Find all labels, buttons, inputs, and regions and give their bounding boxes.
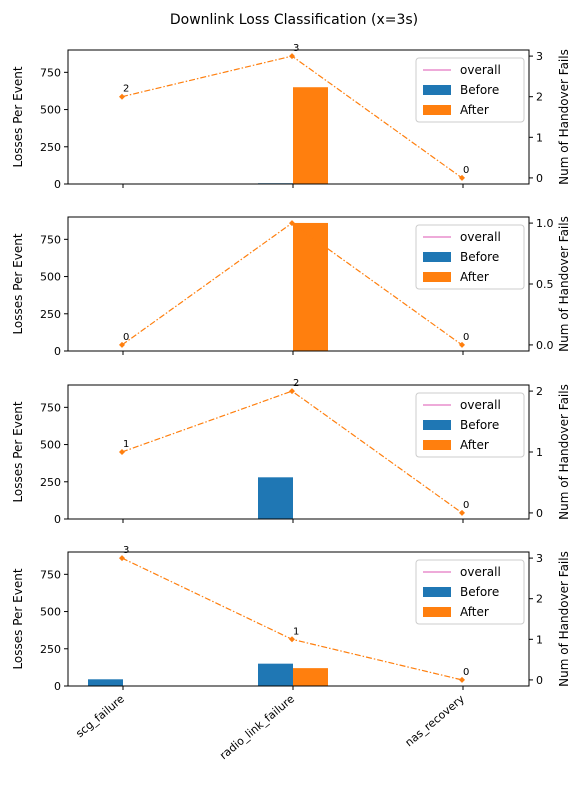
bar-before-radio_link_failure — [258, 663, 293, 686]
legend-swatch-before — [423, 85, 451, 95]
handover-fails-label: 1 — [123, 439, 129, 450]
y-right-tick-label: 0 — [536, 172, 543, 185]
y-left-tick-label: 0 — [54, 345, 61, 358]
x-category-label: scg_failure — [73, 692, 127, 740]
legend-label-after: After — [460, 438, 489, 452]
y-left-axis-label: Losses Per Event — [11, 568, 25, 669]
y-right-axis-label: Num of Handover Fails — [557, 49, 571, 185]
y-left-axis-label: Losses Per Event — [11, 401, 25, 502]
bar-before-scg_failure — [88, 679, 123, 686]
y-right-tick-label: 2 — [536, 385, 543, 398]
legend-label-overall: overall — [460, 398, 501, 412]
y-left-axis-label: Losses Per Event — [11, 233, 25, 334]
legend-label-overall: overall — [460, 230, 501, 244]
legend-label-after: After — [460, 270, 489, 284]
chart-title: Downlink Loss Classification (x=3s) — [170, 12, 418, 28]
legend-label-before: Before — [460, 418, 499, 432]
legend-swatch-before — [423, 587, 451, 597]
handover-fails-label: 0 — [123, 332, 129, 343]
bar-after-radio_link_failure — [293, 87, 328, 184]
y-left-tick-label: 750 — [40, 233, 61, 246]
handover-fails-marker — [459, 676, 465, 683]
handover-fails-label: 3 — [123, 545, 129, 556]
y-right-tick-label: 1 — [536, 446, 543, 459]
y-right-tick-label: 1 — [536, 633, 543, 646]
y-left-tick-label: 0 — [54, 178, 61, 191]
y-right-tick-label: 0 — [536, 507, 543, 520]
y-left-tick-label: 250 — [40, 308, 61, 321]
y-left-tick-label: 750 — [40, 66, 61, 79]
legend-label-before: Before — [460, 250, 499, 264]
legend-swatch-before — [423, 252, 451, 262]
y-right-axis-label: Num of Handover Fails — [557, 551, 571, 687]
y-left-axis-label: Losses Per Event — [11, 66, 25, 167]
y-right-tick-label: 3 — [536, 50, 543, 63]
handover-fails-label: 2 — [293, 378, 299, 389]
bar-before-radio_link_failure — [258, 477, 293, 519]
legend-swatch-after — [423, 440, 451, 450]
legend-label-overall: overall — [460, 565, 501, 579]
handover-fails-marker — [119, 449, 125, 455]
handover-fails-label: 3 — [293, 43, 299, 54]
handover-fails-marker — [459, 174, 465, 181]
plot-frame — [67, 551, 530, 687]
plot-frame — [67, 49, 530, 185]
y-right-axis-label: Num of Handover Fails — [557, 216, 571, 352]
y-right-tick-label: 2 — [536, 91, 543, 104]
handover-fails-marker — [289, 53, 295, 60]
handover-fails-line — [121, 55, 463, 179]
y-right-tick-label: 1.0 — [536, 217, 554, 230]
legend-label-after: After — [460, 605, 489, 619]
legend-swatch-after — [423, 272, 451, 282]
y-right-tick-label: 1 — [536, 131, 543, 144]
handover-fails-label: 0 — [463, 500, 469, 511]
x-category-label: nas_recovery — [403, 692, 468, 749]
handover-fails-label: 1 — [293, 626, 299, 637]
handover-fails-line — [121, 222, 463, 346]
handover-fails-marker — [289, 636, 295, 643]
y-left-tick-label: 250 — [40, 643, 61, 656]
handover-fails-marker — [459, 509, 465, 516]
handover-fails-marker — [119, 555, 125, 562]
y-left-tick-label: 500 — [40, 606, 61, 619]
handover-fails-label: 0 — [463, 332, 469, 343]
handover-fails-marker — [289, 220, 295, 227]
legend-label-after: After — [460, 103, 489, 117]
handover-fails-marker — [289, 388, 295, 395]
legend-swatch-after — [423, 105, 451, 115]
y-left-tick-label: 500 — [40, 104, 61, 117]
legend-swatch-before — [423, 420, 451, 430]
y-right-tick-label: 0.0 — [536, 339, 554, 352]
y-right-tick-label: 0 — [536, 674, 543, 687]
y-right-axis-label: Num of Handover Fails — [557, 384, 571, 520]
y-left-tick-label: 500 — [40, 271, 61, 284]
legend-label-overall: overall — [460, 63, 501, 77]
handover-fails-marker — [459, 341, 465, 348]
legend-label-before: Before — [460, 585, 499, 599]
y-left-tick-label: 0 — [54, 513, 61, 526]
y-left-tick-label: 500 — [40, 439, 61, 452]
y-right-tick-label: 0.5 — [536, 278, 554, 291]
y-left-tick-label: 750 — [40, 568, 61, 581]
handover-fails-label: 0 — [463, 165, 469, 176]
handover-fails-label: 2 — [123, 84, 129, 95]
y-left-tick-label: 250 — [40, 141, 61, 154]
y-left-tick-label: 0 — [54, 680, 61, 693]
y-left-tick-label: 750 — [40, 401, 61, 414]
y-right-tick-label: 2 — [536, 593, 543, 606]
x-category-label: radio_link_failure — [217, 692, 297, 762]
bar-after-radio_link_failure — [293, 668, 328, 686]
handover-fails-marker — [119, 341, 125, 348]
handover-fails-line — [121, 557, 463, 681]
legend-swatch-after — [423, 607, 451, 617]
handover-fails-marker — [119, 93, 125, 100]
handover-fails-label: 0 — [463, 667, 469, 678]
y-right-tick-label: 3 — [536, 552, 543, 565]
legend-label-before: Before — [460, 83, 499, 97]
bar-after-radio_link_failure — [293, 222, 328, 351]
y-left-tick-label: 250 — [40, 476, 61, 489]
